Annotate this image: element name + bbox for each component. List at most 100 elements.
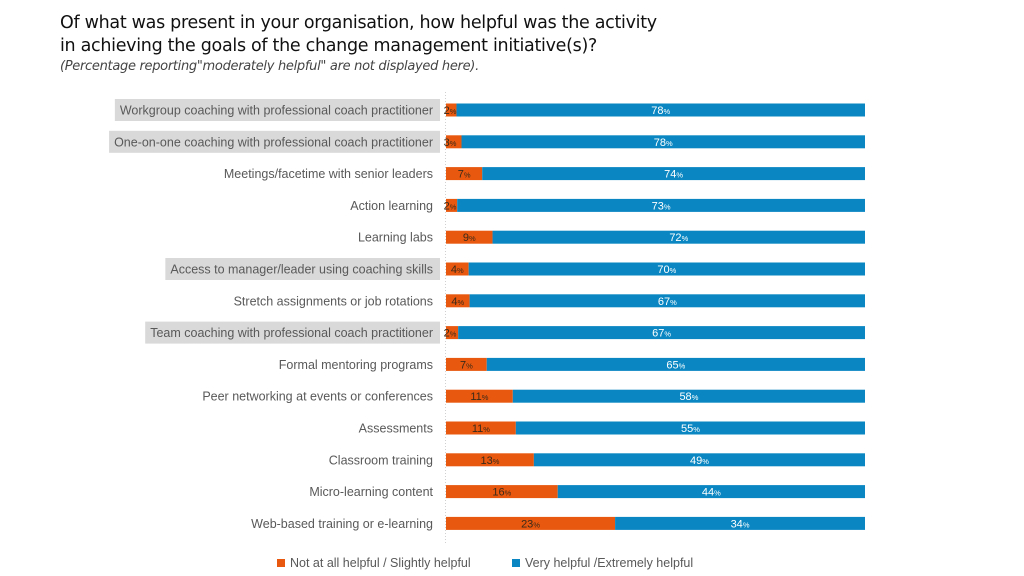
bar-segment-very-helpful xyxy=(533,453,865,467)
category-label: Workgroup coaching with professional coa… xyxy=(120,104,433,118)
value-percent-sign: % xyxy=(482,393,489,402)
value-number: 7 xyxy=(458,169,464,181)
category-label: Web-based training or e-learning xyxy=(251,517,433,531)
value-percent-sign: % xyxy=(676,171,683,180)
bar-segment-very-helpful xyxy=(492,230,865,244)
category-label: Action learning xyxy=(350,199,433,213)
value-percent-sign: % xyxy=(666,139,673,148)
category-label: Formal mentoring programs xyxy=(279,358,433,372)
category-label: Meetings/facetime with senior leaders xyxy=(224,167,433,181)
bar-row: Assessments 11% 55% xyxy=(359,421,865,436)
value-percent-sign: % xyxy=(664,330,671,339)
bar-row: Classroom training 13% 49% xyxy=(329,453,865,467)
value-number: 2 xyxy=(444,200,450,212)
value-percent-sign: % xyxy=(505,489,512,498)
value-number: 55 xyxy=(681,423,693,435)
value-number: 9 xyxy=(463,232,469,244)
chart-title-line-2: in achieving the goals of the change man… xyxy=(60,36,597,56)
data-label-very-helpful: 72% xyxy=(669,232,688,244)
bar-row: Stretch assignments or job rotations 4% 67… xyxy=(234,294,865,308)
legend-label-very-helpful: Very helpful /Extremely helpful xyxy=(525,556,694,570)
category-label: Access to manager/leader using coaching … xyxy=(170,263,433,277)
value-number: 44 xyxy=(702,487,714,499)
data-label-not-helpful: 2% xyxy=(444,200,457,212)
value-percent-sign: % xyxy=(493,457,500,466)
data-label-very-helpful: 58% xyxy=(679,391,698,403)
category-label: Stretch assignments or job rotations xyxy=(234,294,433,308)
category-highlight xyxy=(165,258,440,280)
legend-item-very-helpful: Very helpful /Extremely helpful xyxy=(512,556,693,570)
bar-row: Peer networking at events or conferences… xyxy=(202,389,865,404)
data-label-very-helpful: 73% xyxy=(652,200,671,212)
data-label-very-helpful: 55% xyxy=(681,423,700,435)
category-label: Classroom training xyxy=(329,453,433,467)
legend-swatch-very-helpful xyxy=(512,559,520,567)
category-label: Team coaching with professional coach pr… xyxy=(150,326,433,340)
bar-row: Learning labs 9% 72% xyxy=(358,230,865,245)
value-number: 2 xyxy=(444,105,450,117)
category-label: Micro-learning content xyxy=(309,485,433,499)
data-label-very-helpful: 67% xyxy=(658,296,677,308)
bar-segment-very-helpful xyxy=(456,103,865,117)
bar-row: Action learning 2% 73% xyxy=(350,198,865,213)
value-percent-sign: % xyxy=(450,202,457,211)
data-label-not-helpful: 11% xyxy=(470,391,488,403)
data-label-very-helpful: 65% xyxy=(666,359,685,371)
value-number: 23 xyxy=(521,518,533,530)
value-percent-sign: % xyxy=(450,107,457,116)
value-number: 11 xyxy=(472,423,483,435)
value-percent-sign: % xyxy=(664,202,671,211)
bar-segment-not-helpful xyxy=(446,262,469,276)
bar-segment-not-helpful xyxy=(446,135,462,149)
chart-title: Of what was present in your organisation… xyxy=(60,12,760,58)
value-number: 16 xyxy=(492,487,504,499)
value-number: 58 xyxy=(679,391,691,403)
bar-segment-very-helpful xyxy=(461,135,865,149)
bar-segment-very-helpful xyxy=(457,198,865,212)
value-number: 4 xyxy=(451,296,457,308)
value-number: 67 xyxy=(652,328,664,340)
value-number: 3 xyxy=(444,137,450,149)
value-percent-sign: % xyxy=(693,425,700,434)
value-percent-sign: % xyxy=(458,298,465,307)
bar-row: Access to manager/leader using coaching … xyxy=(165,258,865,280)
data-label-not-helpful: 13% xyxy=(480,455,499,467)
bar-segment-not-helpful xyxy=(446,421,516,435)
data-label-not-helpful: 23% xyxy=(521,518,540,530)
category-label: Learning labs xyxy=(358,231,433,245)
data-label-not-helpful: 4% xyxy=(451,264,464,276)
bar-segment-not-helpful xyxy=(446,389,513,403)
data-label-very-helpful: 49% xyxy=(690,455,709,467)
bar-segment-very-helpful xyxy=(458,326,865,340)
chart-subtitle: (Percentage reporting"moderately helpful… xyxy=(60,59,479,74)
category-highlight xyxy=(145,321,440,344)
value-number: 73 xyxy=(652,200,664,212)
value-percent-sign: % xyxy=(714,489,721,498)
data-label-not-helpful: 7% xyxy=(460,359,473,371)
value-percent-sign: % xyxy=(670,298,677,307)
data-label-very-helpful: 34% xyxy=(731,518,750,530)
value-number: 49 xyxy=(690,455,702,467)
bar-segment-very-helpful xyxy=(468,262,865,276)
value-percent-sign: % xyxy=(682,234,689,243)
bar-segment-very-helpful xyxy=(486,357,865,371)
bar-segment-not-helpful xyxy=(446,485,558,499)
bar-segment-very-helpful xyxy=(512,389,865,403)
bar-segment-not-helpful xyxy=(446,103,457,117)
bar-row: Meetings/facetime with senior leaders 7% 7… xyxy=(224,167,865,181)
value-percent-sign: % xyxy=(670,266,677,275)
bar-segment-not-helpful xyxy=(446,516,616,530)
bar-row: Web-based training or e-learning 23% 34% xyxy=(251,516,865,531)
data-label-very-helpful: 74% xyxy=(664,169,683,181)
bar-segment-very-helpful xyxy=(557,485,865,499)
value-number: 11 xyxy=(470,391,481,403)
data-label-very-helpful: 78% xyxy=(654,137,673,149)
data-label-very-helpful: 70% xyxy=(657,264,676,276)
data-label-not-helpful: 2% xyxy=(444,105,457,117)
legend-item-not-helpful: Not at all helpful / Slightly helpful xyxy=(277,556,471,570)
data-label-very-helpful: 67% xyxy=(652,328,671,340)
value-number: 13 xyxy=(480,455,492,467)
value-percent-sign: % xyxy=(743,520,750,529)
bar-segment-not-helpful xyxy=(446,230,493,244)
data-label-not-helpful: 9% xyxy=(463,232,476,244)
